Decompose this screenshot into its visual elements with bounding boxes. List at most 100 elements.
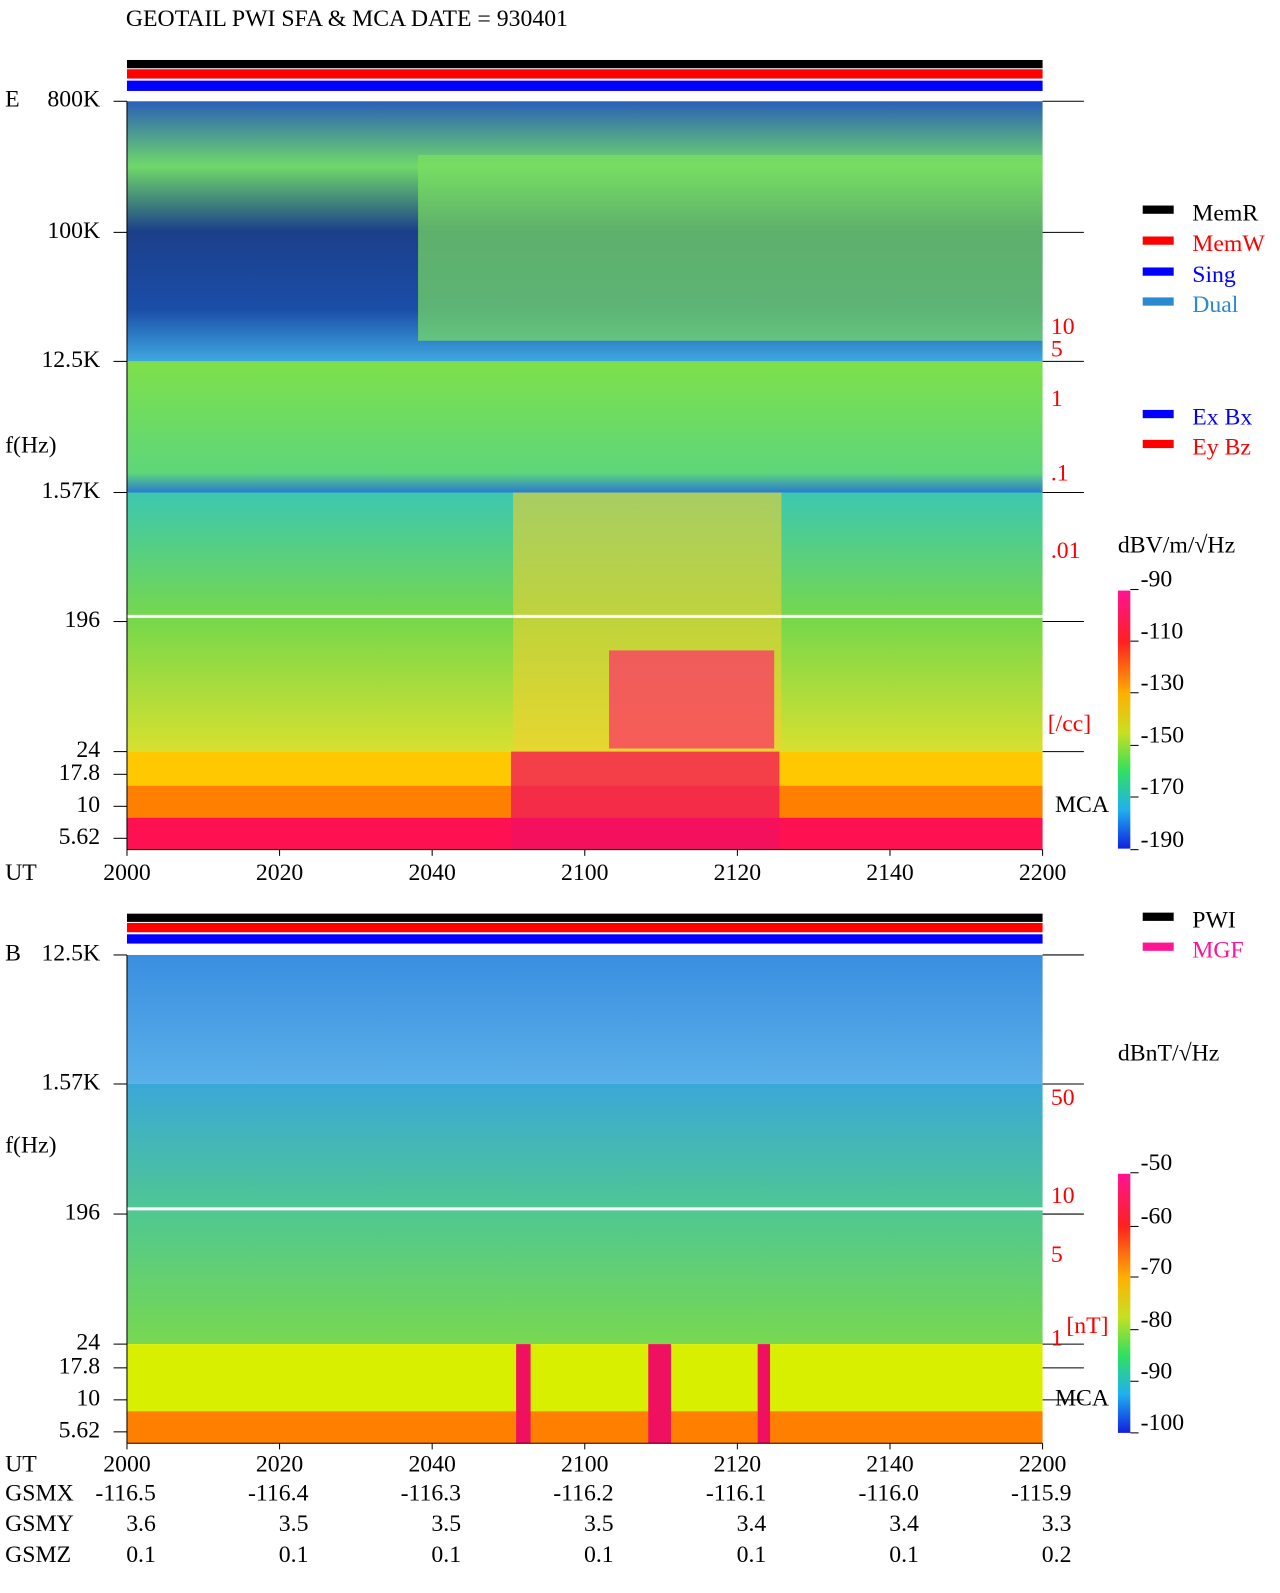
- y-tick-label: 12.5K: [41, 347, 100, 373]
- mca-band: [510, 751, 780, 850]
- y-tick-label: 196: [65, 1200, 101, 1226]
- mca-band: [126, 1344, 1043, 1412]
- status-bar: [126, 80, 1043, 91]
- y-tick-label: 196: [65, 607, 101, 633]
- colorbar-tick: -150: [1141, 723, 1185, 749]
- y-tick-label: 5.62: [59, 1417, 101, 1443]
- x-tick-label: 2040: [408, 860, 455, 886]
- legend-label: MemW: [1192, 231, 1265, 257]
- colorbar-tick: -90: [1141, 1358, 1173, 1384]
- colorbar-unit: dBV/m/√Hz: [1118, 533, 1235, 559]
- field-tick: 10: [1051, 1183, 1075, 1209]
- orbit-value: 3.4: [889, 1511, 919, 1537]
- density-tick: .1: [1051, 460, 1069, 486]
- density-tick: 5: [1051, 337, 1063, 363]
- spectrogram: [126, 954, 1043, 1084]
- legend-swatch: [1142, 912, 1174, 921]
- legend-swatch: [1142, 205, 1174, 214]
- density-unit: [/cc]: [1048, 711, 1091, 737]
- orbit-value: -116.5: [95, 1480, 155, 1506]
- orbit-label: GSMY: [5, 1511, 74, 1537]
- field-tick: 5: [1051, 1242, 1063, 1268]
- x-tick-label: 2020: [256, 1451, 303, 1477]
- x-tick-label: 2040: [408, 1451, 455, 1477]
- colorbar: [1117, 590, 1131, 849]
- y-axis-label: f(Hz): [5, 1132, 56, 1158]
- orbit-value: 3.3: [1042, 1511, 1072, 1537]
- status-bar: [126, 934, 1043, 944]
- status-bar: [126, 922, 1043, 933]
- x-tick-label: 2200: [1019, 1451, 1066, 1477]
- spectrogram: [609, 650, 775, 749]
- orbit-value: 3.4: [737, 1511, 767, 1537]
- colorbar-tick: -190: [1141, 827, 1185, 853]
- x-axis-label: UT: [5, 1451, 37, 1477]
- y-tick-label: 10: [76, 1385, 100, 1411]
- colorbar-tick: -80: [1141, 1307, 1173, 1333]
- field-unit: [nT]: [1066, 1313, 1108, 1339]
- colorbar: [1117, 1173, 1131, 1433]
- mca-band: [516, 1344, 531, 1444]
- legend-label: MGF: [1192, 937, 1243, 963]
- panel-b: [126, 913, 1131, 1444]
- orbit-value: 0.1: [279, 1542, 309, 1568]
- y-tick-label: 100K: [47, 218, 100, 244]
- colorbar-tick: -90: [1141, 567, 1173, 593]
- x-tick-label: 2120: [714, 1451, 761, 1477]
- legend-swatch: [1142, 942, 1174, 951]
- mca-label: MCA: [1055, 1385, 1109, 1411]
- colorbar-tick: -110: [1141, 618, 1184, 644]
- panel-e: [126, 59, 1131, 850]
- legend-label: Ex Bx: [1192, 405, 1252, 431]
- x-tick-label: 2100: [561, 1451, 608, 1477]
- spectrogram: [126, 1083, 1043, 1345]
- colorbar-tick: -60: [1141, 1204, 1173, 1230]
- orbit-value: 0.1: [126, 1542, 156, 1568]
- legend-label: Ey Bz: [1192, 435, 1251, 461]
- orbit-value: 0.1: [889, 1542, 919, 1568]
- status-bar: [126, 69, 1043, 79]
- legend-label: PWI: [1192, 907, 1236, 933]
- mca-label: MCA: [1055, 792, 1109, 818]
- x-tick-label: 2200: [1019, 860, 1066, 886]
- y-tick-label: 10: [76, 792, 100, 818]
- legend-swatch: [1142, 236, 1174, 245]
- component-label: E: [5, 87, 20, 113]
- y-tick-label: 24: [76, 1330, 100, 1356]
- mca-band: [126, 1411, 1043, 1444]
- legend-swatch: [1142, 267, 1174, 276]
- x-tick-label: 2100: [561, 860, 608, 886]
- y-axis-label: f(Hz): [5, 433, 56, 459]
- component-label: B: [5, 940, 21, 966]
- legend-label: MemR: [1192, 200, 1258, 226]
- spectrogram: [418, 154, 1043, 341]
- colorbar-tick: -100: [1141, 1410, 1185, 1436]
- y-tick-label: 1.57K: [41, 478, 100, 504]
- orbit-value: 3.5: [431, 1511, 461, 1537]
- x-tick-label: 2140: [866, 860, 913, 886]
- colorbar-tick: -170: [1141, 774, 1185, 800]
- y-tick-label: 1.57K: [41, 1069, 100, 1095]
- orbit-value: -116.2: [553, 1480, 613, 1506]
- x-axis-label: UT: [5, 860, 37, 886]
- orbit-value: 0.1: [431, 1542, 461, 1568]
- field-tick: 1: [1051, 1325, 1063, 1351]
- x-tick-label: 2000: [103, 860, 150, 886]
- legend-swatch: [1142, 439, 1174, 449]
- legend-label: Sing: [1192, 262, 1236, 288]
- colorbar-unit: dBnT/√Hz: [1118, 1041, 1219, 1067]
- orbit-label: GSMZ: [5, 1542, 71, 1568]
- y-tick-label: 17.8: [59, 760, 101, 786]
- orbit-value: -116.1: [706, 1480, 766, 1506]
- mca-band: [757, 1344, 771, 1444]
- orbit-value: 3.6: [126, 1511, 156, 1537]
- density-tick: 1: [1051, 386, 1063, 412]
- x-tick-label: 2020: [256, 860, 303, 886]
- x-tick-label: 2120: [714, 860, 761, 886]
- status-bar: [126, 913, 1043, 922]
- colorbar-tick: -130: [1141, 670, 1185, 696]
- title: GEOTAIL PWI SFA & MCA DATE = 930401: [126, 6, 568, 32]
- orbit-value: 0.1: [737, 1542, 767, 1568]
- legend-label: Dual: [1192, 292, 1239, 318]
- orbit-value: -116.3: [401, 1480, 461, 1506]
